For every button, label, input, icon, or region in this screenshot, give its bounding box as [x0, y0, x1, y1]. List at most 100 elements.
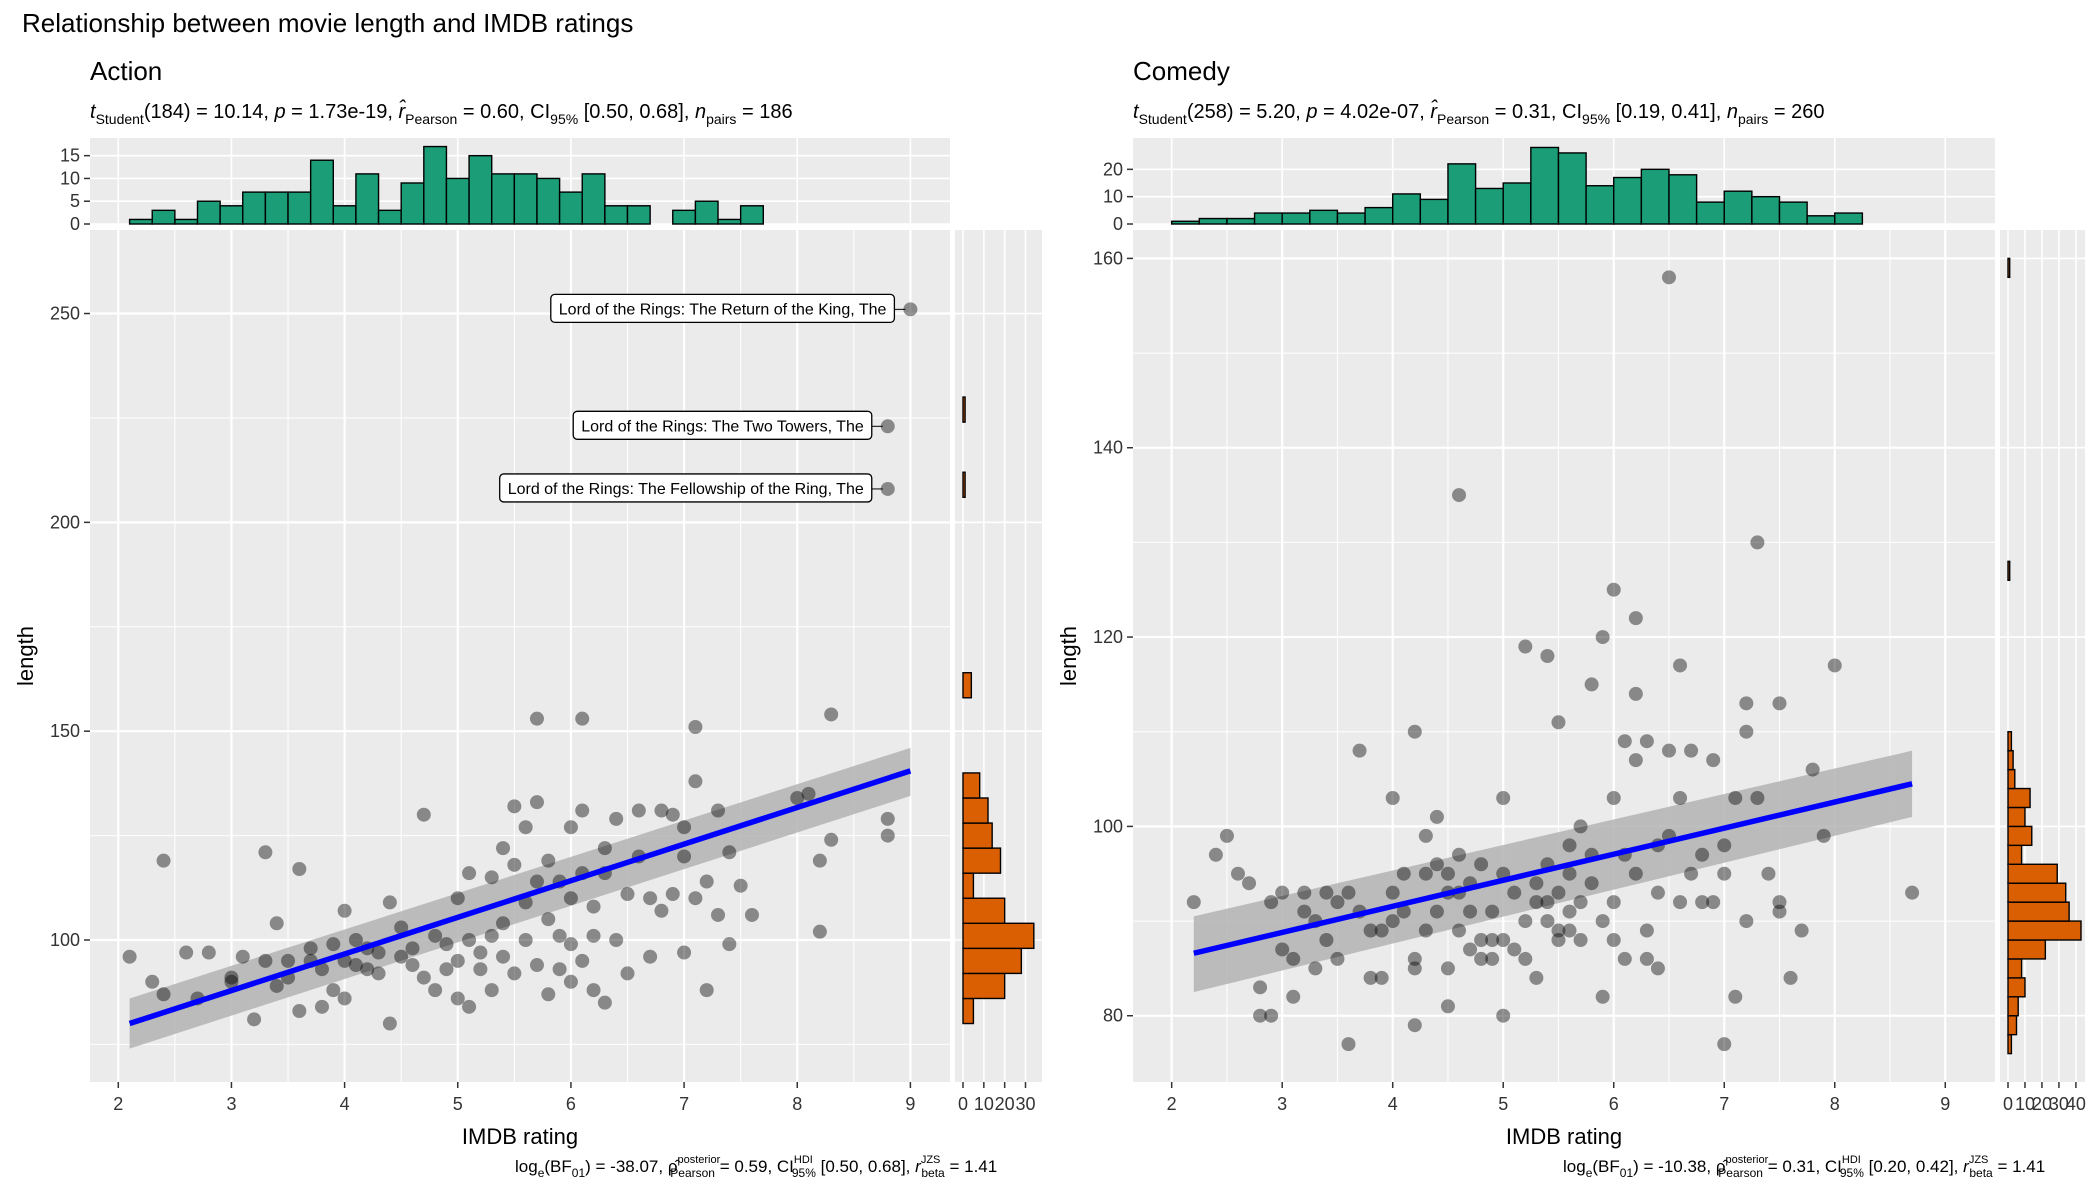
data-point: [552, 962, 567, 977]
data-point: [439, 937, 454, 952]
data-point: [1485, 951, 1500, 966]
data-point: [586, 983, 601, 998]
data-point: [394, 920, 409, 935]
x-tick-label: 9: [905, 1094, 915, 1114]
data-point: [1308, 961, 1323, 976]
data-point: [1540, 895, 1555, 910]
data-point: [473, 962, 488, 977]
data-point: [405, 941, 420, 956]
data-point: [1286, 989, 1301, 1004]
data-point: [620, 966, 635, 981]
right-histogram-bar: [962, 396, 966, 423]
stats-subtitle: tStudent(184) = 10.14, p = 1.73e-19, r̂P…: [90, 99, 793, 127]
data-point: [1617, 951, 1632, 966]
right-histogram-bar: [962, 797, 989, 824]
right-histogram-tick-label: 20: [995, 1094, 1015, 1114]
point-label-box: [550, 293, 896, 324]
data-point: [529, 874, 544, 889]
data-point: [1297, 885, 1312, 900]
top-histogram-bar: [626, 205, 651, 225]
data-point: [326, 937, 341, 952]
data-point: [1562, 838, 1577, 853]
y-tick-label: 100: [1093, 816, 1123, 836]
right-histogram-bar: [2007, 958, 2023, 979]
data-point: [314, 999, 329, 1014]
data-point: [1595, 630, 1610, 645]
data-point: [812, 853, 827, 868]
data-point: [1728, 791, 1743, 805]
data-point: [552, 928, 567, 943]
top-histogram-bar: [219, 205, 244, 225]
data-point: [1772, 904, 1787, 919]
right-histogram-bar: [962, 922, 1035, 950]
top-histogram-bar: [1281, 212, 1311, 225]
y-tick-label: 120: [1093, 627, 1123, 647]
y-tick-label: 160: [1093, 248, 1123, 268]
top-histogram-bar: [491, 173, 516, 225]
right-histogram-bar: [962, 822, 993, 849]
data-point: [348, 958, 363, 973]
top-histogram-bar: [355, 173, 380, 225]
data-point: [824, 707, 839, 722]
stats-subtitle: tStudent(258) = 5.20, p = 4.02e-07, r̂Pe…: [1133, 99, 1824, 127]
top-histogram-bar: [581, 173, 606, 225]
data-point: [711, 907, 726, 922]
top-histogram-bar: [128, 218, 153, 225]
data-point: [1551, 923, 1566, 938]
top-histogram-tick-label: 0: [70, 214, 80, 234]
data-point: [1264, 895, 1279, 910]
right-histogram-bar: [962, 997, 975, 1025]
data-point: [269, 978, 284, 993]
data-point: [1816, 828, 1831, 843]
data-point: [1628, 686, 1643, 701]
data-point: [1507, 942, 1522, 957]
data-point: [1529, 876, 1544, 891]
data-point: [586, 899, 601, 914]
data-point: [1772, 895, 1787, 910]
data-point: [1496, 791, 1511, 805]
x-tick-label: 5: [453, 1094, 463, 1114]
data-point: [1396, 866, 1411, 881]
top-histogram-tick-label: 5: [70, 191, 80, 211]
right-histogram-tick-label: 20: [2032, 1094, 2052, 1114]
y-axis-label: length: [1056, 626, 1081, 686]
x-tick-label: 7: [1719, 1094, 1729, 1114]
stats-caption: loge(BF01) = -10.38, ρ̂posterior Pearson …: [1563, 1154, 2045, 1180]
top-histogram-tick-label: 0: [1113, 214, 1123, 234]
x-tick-label: 5: [1498, 1094, 1508, 1114]
point-label: Lord of the Rings: The Return of the Kin…: [550, 293, 906, 324]
data-point: [337, 991, 352, 1006]
top-histogram-bar: [151, 209, 176, 225]
data-point: [156, 853, 171, 868]
x-axis-label: IMDB rating: [462, 1124, 578, 1149]
data-point: [575, 953, 590, 968]
data-point: [699, 983, 714, 998]
data-point: [722, 937, 737, 952]
right-histogram-bar: [962, 972, 1006, 1000]
data-point: [563, 974, 578, 989]
data-point: [201, 945, 216, 960]
data-point: [1650, 961, 1665, 976]
right-histogram-tick-label: 10: [974, 1094, 994, 1114]
data-point: [518, 933, 533, 947]
x-tick-label: 2: [113, 1094, 123, 1114]
data-point: [1695, 895, 1710, 910]
data-point: [1452, 923, 1467, 938]
data-point: [1673, 791, 1688, 805]
data-point: [575, 803, 590, 818]
data-point: [1750, 535, 1765, 550]
data-point: [507, 799, 522, 814]
y-tick-label: 140: [1093, 438, 1123, 458]
data-point: [360, 962, 375, 977]
data-point: [281, 953, 296, 968]
data-point: [575, 711, 590, 726]
data-point: [563, 820, 578, 835]
x-tick-label: 6: [566, 1094, 576, 1114]
top-histogram-bar: [1613, 176, 1643, 225]
data-point: [1706, 895, 1721, 910]
data-point: [790, 791, 805, 805]
data-point: [1827, 658, 1842, 673]
x-tick-label: 2: [1167, 1094, 1177, 1114]
right-histogram-bar: [962, 947, 1023, 975]
data-point: [1418, 923, 1433, 938]
